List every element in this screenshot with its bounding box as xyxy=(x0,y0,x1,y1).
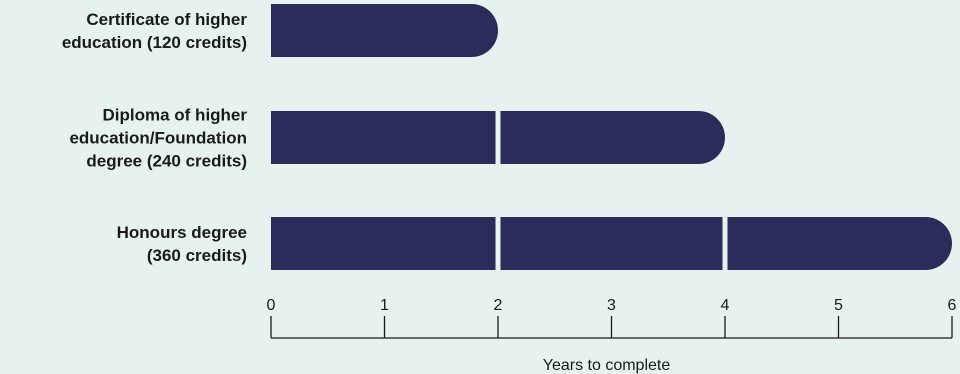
x-axis-title: Years to complete xyxy=(543,357,671,374)
x-tick-label-0: 0 xyxy=(267,297,276,314)
bars xyxy=(271,4,953,270)
bar-2-segment-1 xyxy=(500,217,723,270)
x-tick-label-1: 1 xyxy=(380,297,389,314)
category-label-2: Honours degree (360 credits) xyxy=(117,223,247,265)
bar-2-segment-2 xyxy=(727,217,953,270)
category-label-0: Certificate of higher education (120 cred… xyxy=(62,10,248,52)
x-tick-label-3: 3 xyxy=(607,297,616,314)
bar-0-segment-0 xyxy=(271,4,499,57)
x-tick-label-4: 4 xyxy=(721,297,730,314)
x-tick-label-5: 5 xyxy=(834,297,843,314)
x-axis: 0 1 2 3 4 5 6 Years to complete xyxy=(267,297,957,374)
bar-1-segment-1 xyxy=(500,111,726,164)
bar-1-segment-0 xyxy=(271,111,496,164)
category-label-1: Diploma of higher education/Foundation deg… xyxy=(69,106,247,171)
x-tick-label-2: 2 xyxy=(494,297,503,314)
x-axis-ticks: 0 1 2 3 4 5 6 xyxy=(267,297,957,338)
category-labels: Certificate of higher education (120 cred… xyxy=(62,10,248,265)
x-tick-label-6: 6 xyxy=(948,297,957,314)
bar-2-segment-0 xyxy=(271,217,496,270)
